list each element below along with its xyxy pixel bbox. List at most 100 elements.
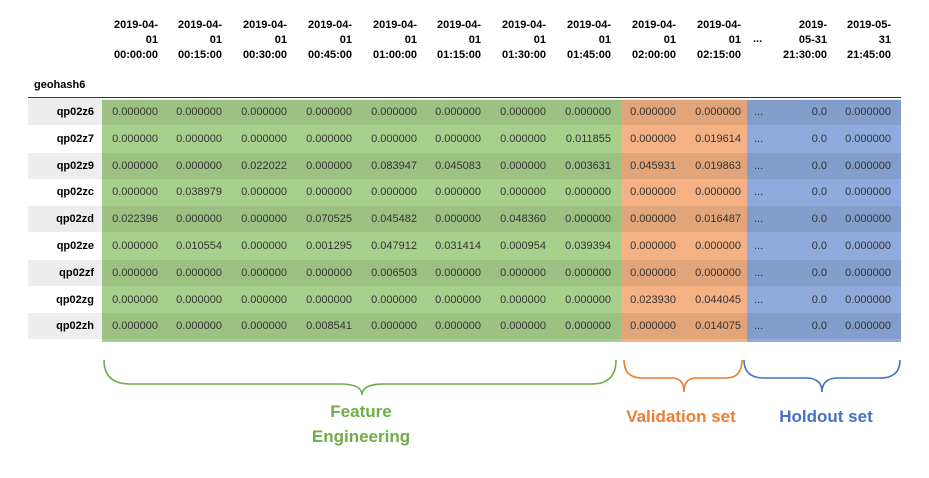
column-header-date: 2019-04- (177, 19, 222, 31)
row-label: qp02zf (59, 266, 94, 279)
table-cell: 0.000000 (241, 240, 287, 252)
table-cell: 0.000000 (241, 186, 287, 199)
table-cell: 0.0 (811, 106, 827, 118)
table-cell: 0.000000 (112, 159, 158, 172)
row-ellipsis: ... (754, 293, 764, 306)
table-cell: 0.000000 (500, 320, 546, 333)
table-row: qp02ze 0.000000 0.010554 0.000000 0.001295 0.… (28, 233, 901, 259)
table-cell: 0.000000 (241, 320, 287, 333)
table-cell: 0.000000 (306, 106, 352, 118)
table-cell: 0.038979 (176, 186, 222, 199)
table-cell: 0.045931 (630, 159, 676, 172)
column-header-day: 01 (728, 34, 741, 46)
table-cell: 0.000000 (435, 132, 481, 145)
table-cell: 0.000000 (112, 266, 158, 279)
table-cell: 0.0 (811, 159, 827, 172)
table-row: qp02zf 0.000000 0.000000 0.000000 0.000000 0.… (28, 259, 901, 286)
column-header-date: 2019-04- (566, 19, 611, 31)
table-cell: 0.000000 (435, 213, 481, 226)
column-header-time: 00:15:00 (177, 49, 222, 61)
validation-set-label: Validation set (626, 407, 736, 426)
table-cell: 0.000000 (176, 106, 222, 118)
column-header: 2019- 05-31 21:30:00 (783, 18, 827, 63)
table-cell: 0.000000 (112, 240, 158, 252)
table-cell: 0.000000 (630, 213, 676, 226)
table-cell: 0.000000 (112, 293, 158, 306)
table-cell: 0.010554 (176, 240, 222, 252)
column-header-day: 01 (598, 34, 611, 46)
column-header-time: 21:45:00 (846, 49, 891, 61)
row-ellipsis: ... (754, 213, 764, 226)
table-cell: 0.000000 (112, 320, 158, 333)
table-cell: 0.070525 (306, 213, 352, 226)
table-cell: 0.000000 (371, 186, 417, 199)
table-cell: 0.0 (811, 293, 827, 306)
table-cell: 0.022022 (241, 159, 287, 172)
row-label: qp02z6 (56, 106, 94, 118)
table-cell: 0.022396 (112, 213, 158, 226)
table-cell: 0.000000 (695, 240, 741, 252)
column-header-date: 2019- (798, 19, 827, 31)
table-cell: 0.045482 (371, 213, 417, 226)
table-cell: 0.000000 (845, 213, 891, 226)
table-cell: 0.000000 (565, 186, 611, 199)
table-cell: 0.000000 (435, 106, 481, 118)
table-cell: 0.000000 (565, 293, 611, 306)
feature-engineering-label: Feature Engineering (296, 399, 426, 449)
table-cell: 0.000000 (176, 213, 222, 226)
row-ellipsis: ... (754, 132, 764, 145)
row-ellipsis: ... (754, 106, 764, 118)
table-cell: 0.000000 (112, 132, 158, 145)
table-cell: 0.000000 (435, 320, 481, 333)
table-cell: 0.000000 (500, 186, 546, 199)
table-cell: 0.000000 (435, 266, 481, 279)
table-row: qp02z7 0.000000 0.000000 0.000000 0.000000 0.… (28, 126, 901, 152)
column-header-day: 01 (145, 34, 158, 46)
table-cell: 0.047912 (371, 240, 417, 252)
table-cell: 0.000000 (630, 266, 676, 279)
table-cell: 0.048360 (500, 213, 546, 226)
table-cell: 0.000000 (845, 266, 891, 279)
holdout-set-band (747, 100, 901, 342)
column-header-date: 2019-04- (696, 19, 741, 31)
feature-label-line1: Feature (330, 402, 392, 421)
table-cell: 0.000000 (241, 266, 287, 279)
table-cell: 0.000000 (500, 106, 546, 118)
table-row: qp02zc 0.000000 0.038979 0.000000 0.000000 0.… (28, 179, 901, 205)
column-header-date: 2019-05- (846, 19, 891, 31)
table-cell: 0.000000 (176, 293, 222, 306)
table-cell: 0.000000 (695, 106, 741, 118)
column-header-day: 01 (274, 34, 287, 46)
column-header-time: 00:00:00 (113, 49, 158, 61)
header-divider (28, 97, 901, 98)
column-header: 2019-04- 01 01:15:00 (437, 18, 481, 63)
table-cell: 0.000000 (500, 293, 546, 306)
table-cell: 0.000000 (845, 186, 891, 199)
table-row: qp02zh 0.000000 0.000000 0.000000 0.008541 0.… (28, 313, 901, 340)
column-header-time: 01:00:00 (372, 49, 417, 61)
row-label: qp02z9 (56, 159, 94, 172)
table-cell: 0.011855 (565, 132, 611, 145)
column-header: 2019-04- 01 02:00:00 (632, 18, 676, 63)
table-cell: 0.000954 (500, 240, 546, 252)
table-cell: 0.039394 (565, 240, 611, 252)
column-header-day: 05-31 (798, 34, 827, 46)
column-header: 2019-04- 01 00:00:00 (114, 18, 158, 63)
column-header-time: 02:00:00 (631, 49, 676, 61)
table-cell: 0.000000 (306, 293, 352, 306)
table-cell: 0.000000 (845, 106, 891, 118)
row-ellipsis: ... (754, 266, 764, 279)
table-cell: 0.023930 (630, 293, 676, 306)
column-header-date: 2019-04- (113, 19, 158, 31)
column-header-day: 31 (878, 34, 891, 46)
table-cell: 0.000000 (435, 293, 481, 306)
table-cell: 0.000000 (565, 106, 611, 118)
table-cell: 0.000000 (695, 186, 741, 199)
table-cell: 0.045083 (435, 159, 481, 172)
validation-brace (623, 359, 743, 393)
feature-engineering-band (102, 100, 621, 342)
holdout-set-label: Holdout set (779, 407, 873, 426)
table-cell: 0.000000 (500, 266, 546, 279)
table-cell: 0.001295 (306, 240, 352, 252)
table-row: qp02zg 0.000000 0.000000 0.000000 0.000000 0.… (28, 287, 901, 313)
